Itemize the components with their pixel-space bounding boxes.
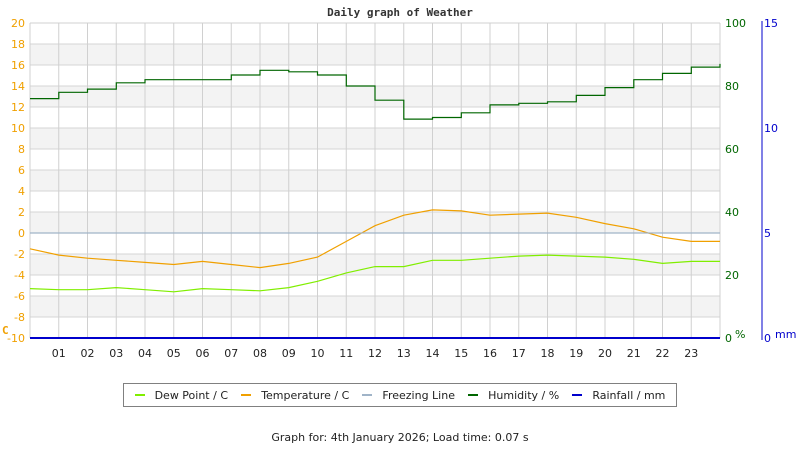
x-axis-tick: 03 (109, 347, 123, 360)
freezing-line-swatch-icon (362, 394, 373, 396)
legend-label: Freezing Line (382, 388, 455, 402)
legend-label: Rainfall / mm (592, 388, 666, 402)
rain-axis-tick: 0 (764, 332, 771, 345)
x-axis-tick: 14 (426, 347, 440, 360)
left-axis-tick: 16 (11, 59, 25, 72)
left-axis-tick: 4 (18, 185, 25, 198)
x-axis-tick: 23 (684, 347, 698, 360)
left-axis-tick: -4 (14, 269, 25, 282)
x-axis-tick: 21 (627, 347, 641, 360)
x-axis-tick: 01 (52, 347, 66, 360)
legend-label: Dew Point / C (154, 388, 229, 402)
left-axis-tick: 14 (11, 80, 25, 93)
legend-item-rainfall: Rainfall / mm (572, 389, 665, 402)
left-axis-tick: -10 (7, 332, 25, 345)
temperature-swatch-icon (241, 394, 252, 396)
humidity-axis-unit: % (735, 328, 745, 341)
left-axis-tick: 0 (18, 227, 25, 240)
x-axis-tick: 11 (339, 347, 353, 360)
dew-point-swatch-icon (134, 394, 145, 396)
x-axis-tick: 05 (167, 347, 181, 360)
x-axis-tick: 20 (598, 347, 612, 360)
chart-title: Daily graph of Weather (327, 6, 473, 19)
x-axis-tick: 04 (138, 347, 152, 360)
humidity-axis-tick: 0 (725, 332, 732, 345)
humidity-axis-tick: 80 (725, 80, 739, 93)
legend-item-dew-point: Dew Point / C (134, 388, 229, 402)
x-axis-tick: 22 (656, 347, 670, 360)
x-axis-tick: 18 (541, 347, 555, 360)
x-axis-tick: 02 (81, 347, 95, 360)
rain-axis-tick: 15 (764, 17, 778, 30)
x-axis-tick: 09 (282, 347, 296, 360)
legend-item-humidity: Humidity / % (468, 389, 559, 402)
left-axis-unit: C (2, 324, 9, 337)
rain-axis-tick: 10 (764, 122, 778, 135)
rain-axis-tick: 5 (764, 227, 771, 240)
rainfall-swatch-icon (572, 394, 583, 396)
x-axis-tick: 10 (311, 347, 325, 360)
left-axis-tick: 20 (11, 17, 25, 30)
humidity-axis-tick: 100 (725, 17, 746, 30)
series-humidity-line (30, 63, 721, 120)
x-axis-tick: 12 (368, 347, 382, 360)
x-axis-tick: 19 (569, 347, 583, 360)
x-axis-tick: 16 (483, 347, 497, 360)
x-axis-tick: 13 (397, 347, 411, 360)
legend-item-temperature: Temperature / C (241, 389, 349, 402)
humidity-axis-tick: 40 (725, 206, 739, 219)
humidity-swatch-icon (468, 394, 479, 396)
legend-label: Humidity / % (488, 388, 560, 402)
x-axis-tick: 15 (454, 347, 468, 360)
left-axis-tick: 12 (11, 101, 25, 114)
left-axis-tick: -2 (14, 248, 25, 261)
humidity-axis-tick: 20 (725, 269, 739, 282)
rain-axis-unit: mm (775, 328, 796, 341)
x-axis-tick: 17 (512, 347, 526, 360)
x-axis-tick: 07 (224, 347, 238, 360)
weather-chart: 20181614121086420-2-4-6-8-10C10080604020… (2, 17, 796, 360)
left-axis-tick: 2 (18, 206, 25, 219)
left-axis-tick: -8 (14, 311, 25, 324)
graph-footer: Graph for: 4th January 2026; Load time: … (271, 431, 529, 444)
chart-legend: Dew Point / C Temperature / C Freezing L… (123, 383, 677, 407)
left-axis-tick: 8 (18, 143, 25, 156)
x-axis-tick: 08 (253, 347, 267, 360)
legend-item-freezing-line: Freezing Line (362, 389, 455, 402)
left-axis-tick: 10 (11, 122, 25, 135)
humidity-axis-tick: 60 (725, 143, 739, 156)
legend-label: Temperature / C (261, 388, 350, 402)
left-axis-tick: 6 (18, 164, 25, 177)
x-axis-tick: 06 (196, 347, 210, 360)
left-axis-tick: -6 (14, 290, 25, 303)
left-axis-tick: 18 (11, 38, 25, 51)
series-temperature-line (29, 209, 720, 269)
series-dew-line (29, 254, 720, 293)
